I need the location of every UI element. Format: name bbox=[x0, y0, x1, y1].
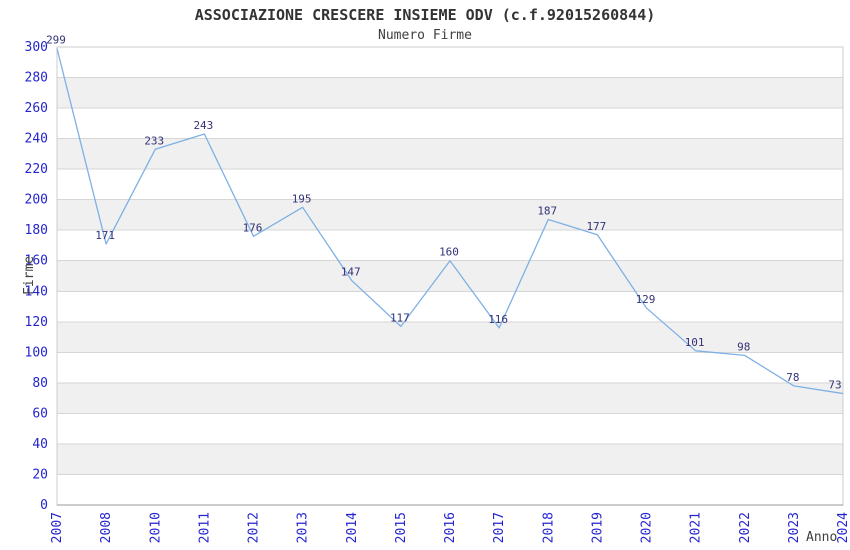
svg-text:2021: 2021 bbox=[689, 512, 704, 543]
svg-text:171: 171 bbox=[95, 229, 115, 242]
svg-text:2013: 2013 bbox=[296, 512, 311, 543]
x-tick-labels: 2007 2008 2010 2011 2012 2013 2014 2015 2016 2017… bbox=[50, 512, 850, 543]
svg-text:2007: 2007 bbox=[50, 512, 65, 543]
svg-text:2008: 2008 bbox=[99, 512, 114, 543]
svg-text:100: 100 bbox=[25, 345, 48, 360]
svg-text:147: 147 bbox=[341, 266, 361, 279]
chart-subtitle: Numero Firme bbox=[378, 28, 472, 43]
svg-text:187: 187 bbox=[537, 205, 557, 218]
svg-text:220: 220 bbox=[25, 162, 48, 177]
svg-text:300: 300 bbox=[25, 40, 48, 55]
svg-text:160: 160 bbox=[439, 246, 459, 259]
svg-text:140: 140 bbox=[25, 284, 48, 299]
svg-text:117: 117 bbox=[390, 311, 410, 324]
svg-text:2014: 2014 bbox=[345, 512, 360, 543]
svg-text:80: 80 bbox=[32, 376, 48, 391]
svg-text:280: 280 bbox=[25, 71, 48, 86]
svg-text:101: 101 bbox=[685, 336, 705, 349]
svg-text:129: 129 bbox=[636, 293, 656, 306]
svg-text:233: 233 bbox=[144, 134, 164, 147]
svg-text:177: 177 bbox=[586, 220, 606, 233]
plot-bands bbox=[57, 77, 843, 475]
svg-text:98: 98 bbox=[737, 340, 750, 353]
data-line bbox=[56, 48, 844, 395]
svg-text:2019: 2019 bbox=[590, 512, 605, 543]
svg-text:2011: 2011 bbox=[197, 512, 212, 543]
svg-text:2012: 2012 bbox=[247, 512, 262, 543]
svg-text:2010: 2010 bbox=[148, 512, 163, 543]
svg-text:2016: 2016 bbox=[443, 512, 458, 543]
svg-text:176: 176 bbox=[243, 221, 263, 234]
x-axis-title: Anno bbox=[806, 530, 838, 545]
gridlines bbox=[57, 77, 843, 475]
svg-text:2020: 2020 bbox=[640, 512, 655, 543]
svg-text:2022: 2022 bbox=[738, 512, 753, 543]
svg-text:2024: 2024 bbox=[836, 512, 850, 543]
svg-text:240: 240 bbox=[25, 132, 48, 147]
svg-text:116: 116 bbox=[488, 313, 508, 326]
chart-title: ASSOCIAZIONE CRESCERE INSIEME ODV (c.f.9… bbox=[194, 6, 656, 24]
svg-text:78: 78 bbox=[786, 371, 799, 384]
svg-text:200: 200 bbox=[25, 193, 48, 208]
point-labels: 299 171 233 243 176 195 147 117 160 116 187 177 129 1… bbox=[46, 34, 842, 392]
y-tick-labels: 0 20 40 60 80 100 120 140 160 180 200 220 240 260 280 3… bbox=[25, 40, 48, 513]
svg-text:73: 73 bbox=[828, 379, 841, 392]
svg-text:243: 243 bbox=[193, 119, 213, 132]
svg-text:2023: 2023 bbox=[787, 512, 802, 543]
svg-text:120: 120 bbox=[25, 315, 48, 330]
svg-text:40: 40 bbox=[32, 437, 48, 452]
svg-text:2015: 2015 bbox=[394, 512, 409, 543]
svg-text:299: 299 bbox=[46, 34, 66, 47]
svg-text:2018: 2018 bbox=[541, 512, 556, 543]
svg-text:180: 180 bbox=[25, 223, 48, 238]
svg-text:20: 20 bbox=[32, 467, 48, 482]
svg-text:2017: 2017 bbox=[492, 512, 507, 543]
y-axis-title: Firme bbox=[22, 255, 37, 295]
svg-text:260: 260 bbox=[25, 101, 48, 116]
svg-text:195: 195 bbox=[292, 192, 312, 205]
svg-text:160: 160 bbox=[25, 254, 48, 269]
svg-text:60: 60 bbox=[32, 406, 48, 421]
svg-text:0: 0 bbox=[40, 498, 48, 513]
